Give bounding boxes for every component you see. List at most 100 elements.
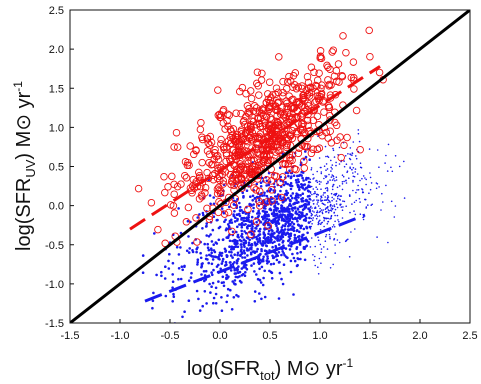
ir-point — [296, 207, 300, 210]
uv-point — [247, 124, 256, 132]
ir-point — [214, 302, 218, 305]
ir-point — [202, 270, 206, 273]
uv-point — [234, 147, 243, 156]
ir-point — [224, 250, 227, 253]
ir-point — [352, 141, 355, 143]
ir-point — [297, 196, 300, 199]
ir-point — [384, 162, 386, 164]
ir-point — [231, 256, 234, 259]
ir-point — [243, 274, 247, 278]
ir-point — [274, 237, 278, 240]
ir-point — [299, 250, 303, 254]
ir-point — [343, 160, 345, 162]
ir-point — [346, 170, 349, 172]
ir-point — [292, 293, 295, 296]
ir-point — [240, 281, 243, 284]
ir-point — [385, 154, 387, 157]
ir-point — [331, 188, 334, 191]
ir-point — [277, 202, 280, 206]
uv-point — [242, 136, 251, 145]
uv-point — [247, 94, 256, 103]
ir-point — [277, 297, 281, 300]
ir-point — [263, 221, 267, 224]
ir-point — [151, 306, 154, 310]
uv-point — [228, 227, 236, 236]
ir-point — [343, 200, 346, 203]
ir-point — [335, 233, 337, 235]
ir-point — [274, 206, 278, 210]
uv-point — [192, 146, 200, 155]
ir-point — [263, 295, 267, 299]
ir-point — [302, 179, 305, 182]
uv-point — [279, 160, 287, 168]
ir-point — [179, 277, 183, 281]
ir-point — [233, 253, 236, 256]
ir-point — [186, 219, 190, 223]
ir-point — [279, 189, 282, 193]
ir-point — [249, 195, 252, 198]
ir-point — [212, 301, 215, 305]
uv-point — [298, 82, 306, 90]
uv-point — [262, 113, 271, 121]
ir-point — [251, 222, 254, 226]
uv-point — [313, 112, 322, 121]
uv-point — [235, 87, 244, 96]
ir-point — [210, 254, 214, 258]
ir-point — [298, 230, 301, 234]
uv-point — [203, 204, 211, 213]
ir-point — [231, 280, 234, 283]
ir-point — [287, 232, 291, 236]
ir-point — [286, 191, 290, 195]
y-tick-label: 2.5 — [49, 5, 64, 17]
ir-point — [198, 309, 202, 312]
ir-point — [287, 210, 290, 214]
x-axis-ticks: -1.5 -1.0 -0.5 0.0 0.5 1.0 1.5 2.0 2.5 — [61, 319, 478, 342]
ir-point — [364, 177, 366, 179]
ir-point — [357, 132, 360, 135]
ir-point — [222, 284, 226, 288]
ir-point — [284, 181, 287, 184]
ir-point — [221, 260, 224, 263]
identity-line — [70, 10, 470, 323]
ir-point — [226, 254, 229, 258]
ir-point — [261, 257, 265, 261]
ir-point — [217, 280, 220, 283]
ir-point — [236, 251, 240, 255]
ir-point — [258, 292, 261, 295]
ir-point — [260, 260, 264, 263]
ir-point — [230, 221, 234, 224]
ir-point — [357, 129, 360, 131]
ir-point — [235, 240, 238, 244]
uv-point — [181, 171, 189, 180]
ir-point — [278, 194, 282, 198]
ir-point — [288, 217, 292, 221]
ir-point — [238, 270, 242, 274]
ir-point — [310, 168, 313, 171]
ir-point — [190, 271, 193, 275]
ir-point — [331, 168, 333, 170]
ir-point — [241, 235, 244, 239]
uv-point — [211, 169, 219, 178]
ir-point — [318, 157, 321, 159]
ir-point — [355, 157, 358, 160]
ir-point — [271, 212, 274, 216]
ir-point — [255, 220, 258, 224]
ir-point — [316, 181, 319, 184]
ir-point — [326, 223, 329, 225]
ir-point — [327, 199, 330, 202]
uv-point — [332, 66, 341, 75]
ir-point — [311, 193, 313, 196]
ir-point — [267, 183, 270, 187]
ir-point — [305, 244, 309, 248]
ir-point — [284, 193, 287, 196]
ir-point — [257, 229, 261, 233]
uv-point — [272, 117, 280, 125]
ir-point — [236, 225, 239, 229]
ir-point — [334, 244, 336, 246]
uv-point — [241, 171, 249, 179]
ir-point — [394, 205, 397, 207]
ir-point — [334, 214, 336, 217]
ir-point — [225, 273, 228, 277]
ir-point — [155, 273, 158, 277]
uv-point — [161, 239, 169, 248]
